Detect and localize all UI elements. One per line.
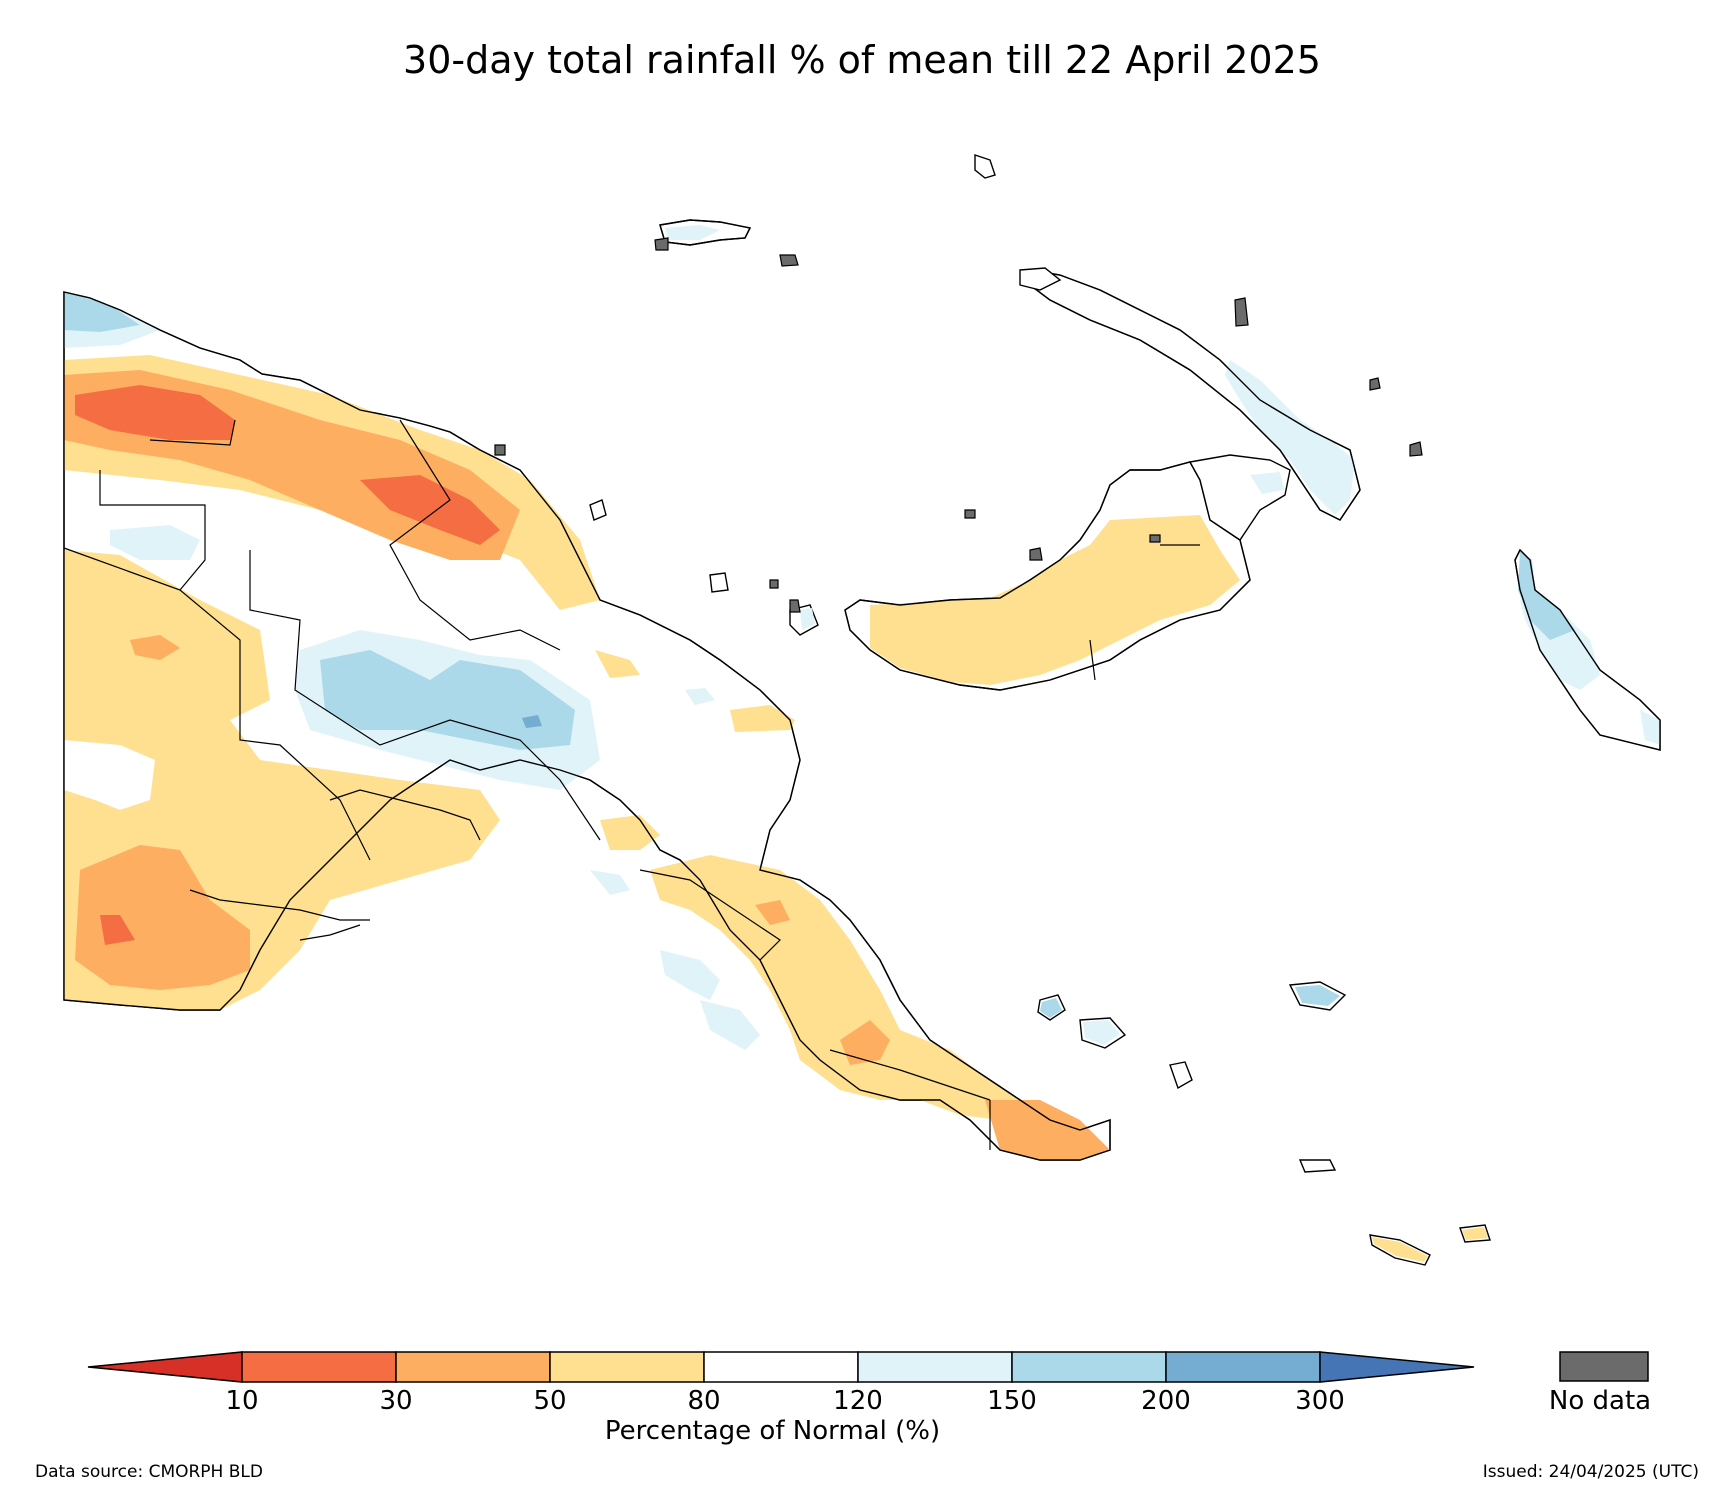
- nodata-island-b: [769, 579, 779, 589]
- rain-150-200-nw: [64, 292, 140, 332]
- rain-120-150-gazelle-b: [1250, 472, 1284, 494]
- rain-10-30-north: [75, 385, 235, 440]
- new-ireland: [1029, 269, 1361, 521]
- rain-120-150-south-coast: [660, 950, 720, 1000]
- rain-120-150-east-small: [685, 688, 715, 705]
- rain-50-80-sudest: [1372, 1237, 1428, 1262]
- bougainville-coast: [1514, 548, 1661, 751]
- issued-date: Issued: 24/04/2025 (UTC): [1482, 1462, 1699, 1482]
- manus-islands: [654, 154, 1062, 291]
- nodata-island-e: [1234, 297, 1249, 327]
- rain-30-50-south: [75, 845, 250, 990]
- province-boundaries: [63, 419, 991, 1150]
- goodenough-island: [1169, 1061, 1193, 1090]
- nodata-island-f: [1409, 441, 1423, 457]
- rain-120-150-south-coast-b: [700, 1000, 760, 1050]
- colorbar-tick-label: 120: [833, 1386, 883, 1416]
- colorbar-tick-label: 150: [987, 1386, 1037, 1416]
- rain-30-50-se-c: [755, 900, 790, 925]
- karkar-island: [589, 499, 607, 521]
- colorbar-bin: [703, 1351, 859, 1383]
- colorbar-tick-label: 50: [533, 1386, 567, 1416]
- rain-50-80-se: [650, 855, 1020, 1120]
- mussau-island: [974, 154, 996, 179]
- umboi-island: [709, 572, 729, 593]
- nodata-island-i: [1369, 377, 1381, 391]
- colorbar-tick-label: 200: [1141, 1386, 1191, 1416]
- rain-150-200-central: [320, 650, 575, 750]
- mainland-coast: [63, 291, 1111, 1161]
- colorbar-bin: [1011, 1351, 1167, 1383]
- rain-120-150-long-island: [800, 608, 815, 630]
- rain-80-120-south-hole: [64, 740, 155, 810]
- rain-120-150-manus: [665, 225, 720, 240]
- colorbar-tick-label: 10: [225, 1386, 259, 1416]
- rain-120-150-bougainville-s: [1640, 710, 1660, 745]
- rain-30-50-se-a: [840, 1020, 890, 1065]
- new-britain-boundary: [1089, 544, 1200, 681]
- rain-50-80-rossel: [1462, 1227, 1488, 1240]
- rain-50-80-mid-b: [595, 650, 640, 678]
- nodata-island-c: [964, 509, 976, 519]
- mainland: [63, 291, 1111, 1161]
- rain-150-200-woodlark: [1295, 985, 1340, 1006]
- colorbar-bins: [87, 1351, 1475, 1383]
- colorbar-bin: [395, 1351, 551, 1383]
- colorbar-bin-high: [1319, 1351, 1475, 1383]
- colorbar-tick-label: 300: [1295, 1386, 1345, 1416]
- delta-coast: [189, 789, 481, 941]
- new-hanover: [1019, 267, 1062, 291]
- nodata-label: No data: [1548, 1386, 1652, 1416]
- new-ireland-coast: [1029, 269, 1361, 521]
- map-title: 30-day total rainfall % of mean till 22 …: [403, 38, 1321, 82]
- nodata-island-d: [1149, 534, 1161, 543]
- colorbar-tick-label: 30: [379, 1386, 413, 1416]
- data-source: Data source: CMORPH BLD: [35, 1462, 263, 1482]
- nodata-island-a: [494, 444, 506, 456]
- misima-island: [1298, 1159, 1337, 1173]
- rain-10-30-north-b: [360, 475, 500, 545]
- bougainville: [1514, 548, 1661, 751]
- rain-150-200-bougainville: [1518, 550, 1575, 640]
- colorbar-bin: [549, 1351, 705, 1383]
- rain-200-300-central: [522, 715, 542, 728]
- manus-nodata-b: [779, 254, 799, 267]
- rain-120-150-west: [110, 525, 200, 560]
- nodata-island-h: [789, 599, 801, 613]
- colorbar-label: Percentage of Normal (%): [604, 1416, 941, 1446]
- rain-50-80-mid-a: [600, 815, 660, 850]
- rain-50-80-new-britain: [870, 515, 1240, 685]
- colorbar-bin-low: [87, 1351, 243, 1383]
- nodata-swatch: [1559, 1351, 1649, 1382]
- colorbar-bin: [241, 1351, 397, 1383]
- new-britain: [844, 454, 1291, 691]
- manus-nodata-a: [654, 237, 669, 251]
- rain-120-150-new-ireland: [1225, 360, 1355, 515]
- nodata-island-g: [1029, 547, 1043, 561]
- rain-120-150-south-coast-c: [590, 870, 630, 895]
- rain-150-200-trobriand: [1040, 998, 1062, 1018]
- rainfall-map: [63, 154, 1661, 1266]
- rain-30-50-sw-small: [130, 635, 180, 660]
- colorbar-tick-label: 80: [687, 1386, 721, 1416]
- colorbar-bin: [1165, 1351, 1321, 1383]
- rain-10-30-south: [100, 915, 135, 945]
- colorbar-bin: [857, 1351, 1013, 1383]
- rain-30-50-se-b: [985, 1100, 1110, 1160]
- rain-50-80-east-a: [730, 705, 795, 732]
- manus-coast: [659, 219, 752, 246]
- offshore-islands: [494, 297, 1491, 1266]
- rain-120-150-fergusson: [1083, 1020, 1120, 1045]
